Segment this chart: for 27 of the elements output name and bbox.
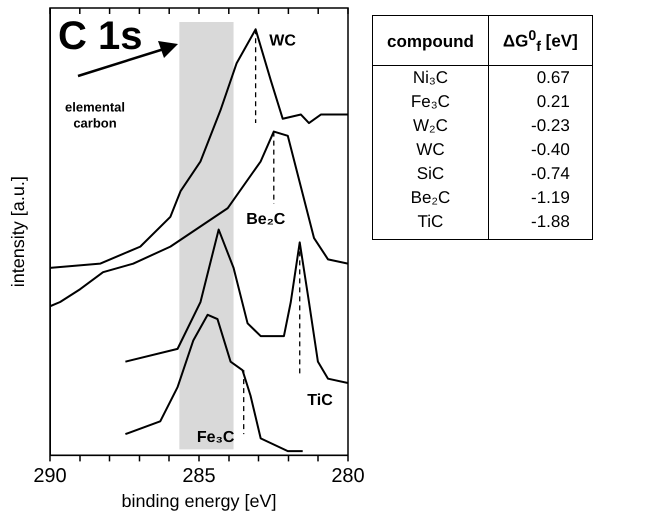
series-label: TiC [307,392,334,410]
y-axis-title: intensity [a.u.] [8,176,28,288]
category-label: Be₂C [410,187,452,210]
category-label: WC [415,139,446,162]
text: ΔG$^{0}$$_{f}$ [eV] [488,16,592,66]
text: compound [372,16,488,66]
data-label: -1.19 [488,186,592,210]
series-label: Fe₃C [196,429,235,446]
data-label: -0.23 [488,114,592,138]
x-tick-label: 290 [33,464,67,487]
legend-label: WC [269,32,296,50]
category-label: Ni₃C [412,67,450,90]
category-label: W₂C [412,115,449,138]
category-label: SiC [416,163,446,186]
series-label: Be₂C [246,210,286,228]
category-label: Fe₃C [410,91,451,114]
data-label: 0.67 [488,66,592,90]
data-label: -1.88 [488,210,592,240]
annotation: elemental carbon [65,100,125,131]
x-tick-label: 285 [182,464,216,487]
data-label: 0.21 [488,90,592,114]
data-label: -0.74 [488,162,592,186]
data-label: -0.40 [488,138,592,162]
x-axis-title: binding energy [eV] [121,491,277,512]
category-label: TiC [416,211,444,234]
chart-title: C 1s [58,14,142,58]
x-tick-label: 280 [331,464,365,487]
